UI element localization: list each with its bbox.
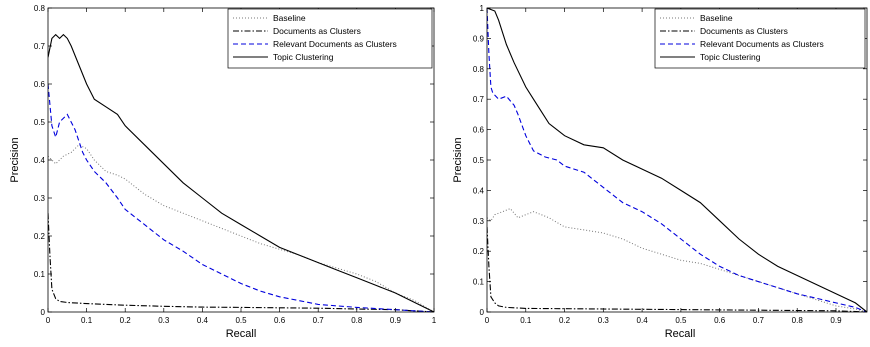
x-tick-label: 0.9 — [830, 316, 842, 325]
y-tick-label: 0.6 — [473, 126, 485, 135]
chart-panel-2: 0 0.1 0.2 0.3 0.4 0.5 0.6 0.7 0.8 0.9 0 0.1 0.2 0.3 0.… — [452, 4, 868, 340]
x-tick-label: 0.6 — [714, 316, 726, 325]
x-tick-label: 0.7 — [753, 316, 765, 325]
y-axis-label: Precision — [452, 137, 464, 182]
legend-label: Topic Clustering — [700, 52, 761, 62]
legend: Baseline Documents as Clusters Relevant Do… — [654, 8, 866, 69]
series-line-2 — [48, 213, 434, 312]
y-tick-label: 0.7 — [34, 42, 46, 51]
series-line-1 — [48, 144, 434, 312]
y-tick-label: 0.5 — [34, 118, 46, 127]
x-tick-label: 0.9 — [390, 316, 402, 325]
y-tick-label: 0.1 — [34, 270, 46, 279]
y-tick-label: 0.4 — [473, 186, 485, 195]
y-tick-label: 0.2 — [473, 247, 485, 256]
x-tick-label: 0.3 — [158, 316, 170, 325]
x-tick-label: 0.3 — [598, 316, 610, 325]
y-tick-label: 0.5 — [473, 156, 485, 165]
x-tick-label: 0 — [46, 316, 51, 325]
x-tick-label: 0.5 — [675, 316, 687, 325]
legend-box — [654, 8, 866, 69]
y-tick-label: 0.6 — [34, 80, 46, 89]
legend-label: Relevant Documents as Clusters — [700, 39, 824, 49]
y-tick-label: 0 — [480, 308, 485, 317]
y-tick-label: 0 — [41, 308, 46, 317]
x-tick-label: 0.6 — [274, 316, 286, 325]
y-tick-label: 0.1 — [473, 278, 485, 287]
y-tick-label: 0.3 — [473, 217, 485, 226]
x-tick-label: 0.8 — [792, 316, 804, 325]
legend-label: Baseline — [700, 13, 733, 23]
series-line-3 — [48, 83, 434, 312]
y-tick-label: 0.8 — [34, 4, 46, 13]
x-tick-label: 0.1 — [81, 316, 93, 325]
y-axis-label: Precision — [9, 137, 21, 182]
x-tick-label: 0.4 — [637, 316, 649, 325]
chart-panel-1: 0 0.1 0.2 0.3 0.4 0.5 0.6 0.7 0.8 0.9 1 0 0.1 0.2 0.3 0… — [9, 4, 437, 340]
series-line-4 — [48, 33, 434, 312]
x-tick-label: 0 — [485, 316, 490, 325]
legend: Baseline Documents as Clusters Relevant Do… — [227, 8, 433, 69]
x-tick-label: 0.5 — [235, 316, 247, 325]
y-tick-label: 1 — [480, 4, 485, 13]
series-line-3 — [487, 8, 867, 312]
legend-label: Documents as Clusters — [700, 26, 788, 36]
y-tick-label: 0.8 — [473, 65, 485, 74]
legend-label: Relevant Documents as Clusters — [273, 39, 397, 49]
y-tick-label: 0.4 — [34, 156, 46, 165]
legend-label: Documents as Clusters — [273, 26, 361, 36]
legend-box — [227, 8, 433, 69]
x-tick-label: 0.2 — [120, 316, 132, 325]
legend-label: Topic Clustering — [273, 52, 334, 62]
x-tick-label: 0.7 — [313, 316, 325, 325]
x-tick-label: 0.8 — [351, 316, 363, 325]
x-tick-label: 0.2 — [559, 316, 571, 325]
series-line-2 — [487, 226, 867, 312]
x-tick-label: 0.4 — [197, 316, 209, 325]
y-tick-label: 0.7 — [473, 95, 485, 104]
y-tick-label: 0.3 — [34, 194, 46, 203]
x-tick-label: 0.1 — [520, 316, 532, 325]
y-tick-label: 0.9 — [473, 34, 485, 43]
x-axis-label: Recall — [226, 328, 257, 340]
x-axis-label: Recall — [665, 328, 696, 340]
series-line-4 — [487, 8, 867, 312]
y-tick-label: 0.2 — [34, 232, 46, 241]
legend-label: Baseline — [273, 13, 306, 23]
x-tick-label: 1 — [432, 316, 437, 325]
